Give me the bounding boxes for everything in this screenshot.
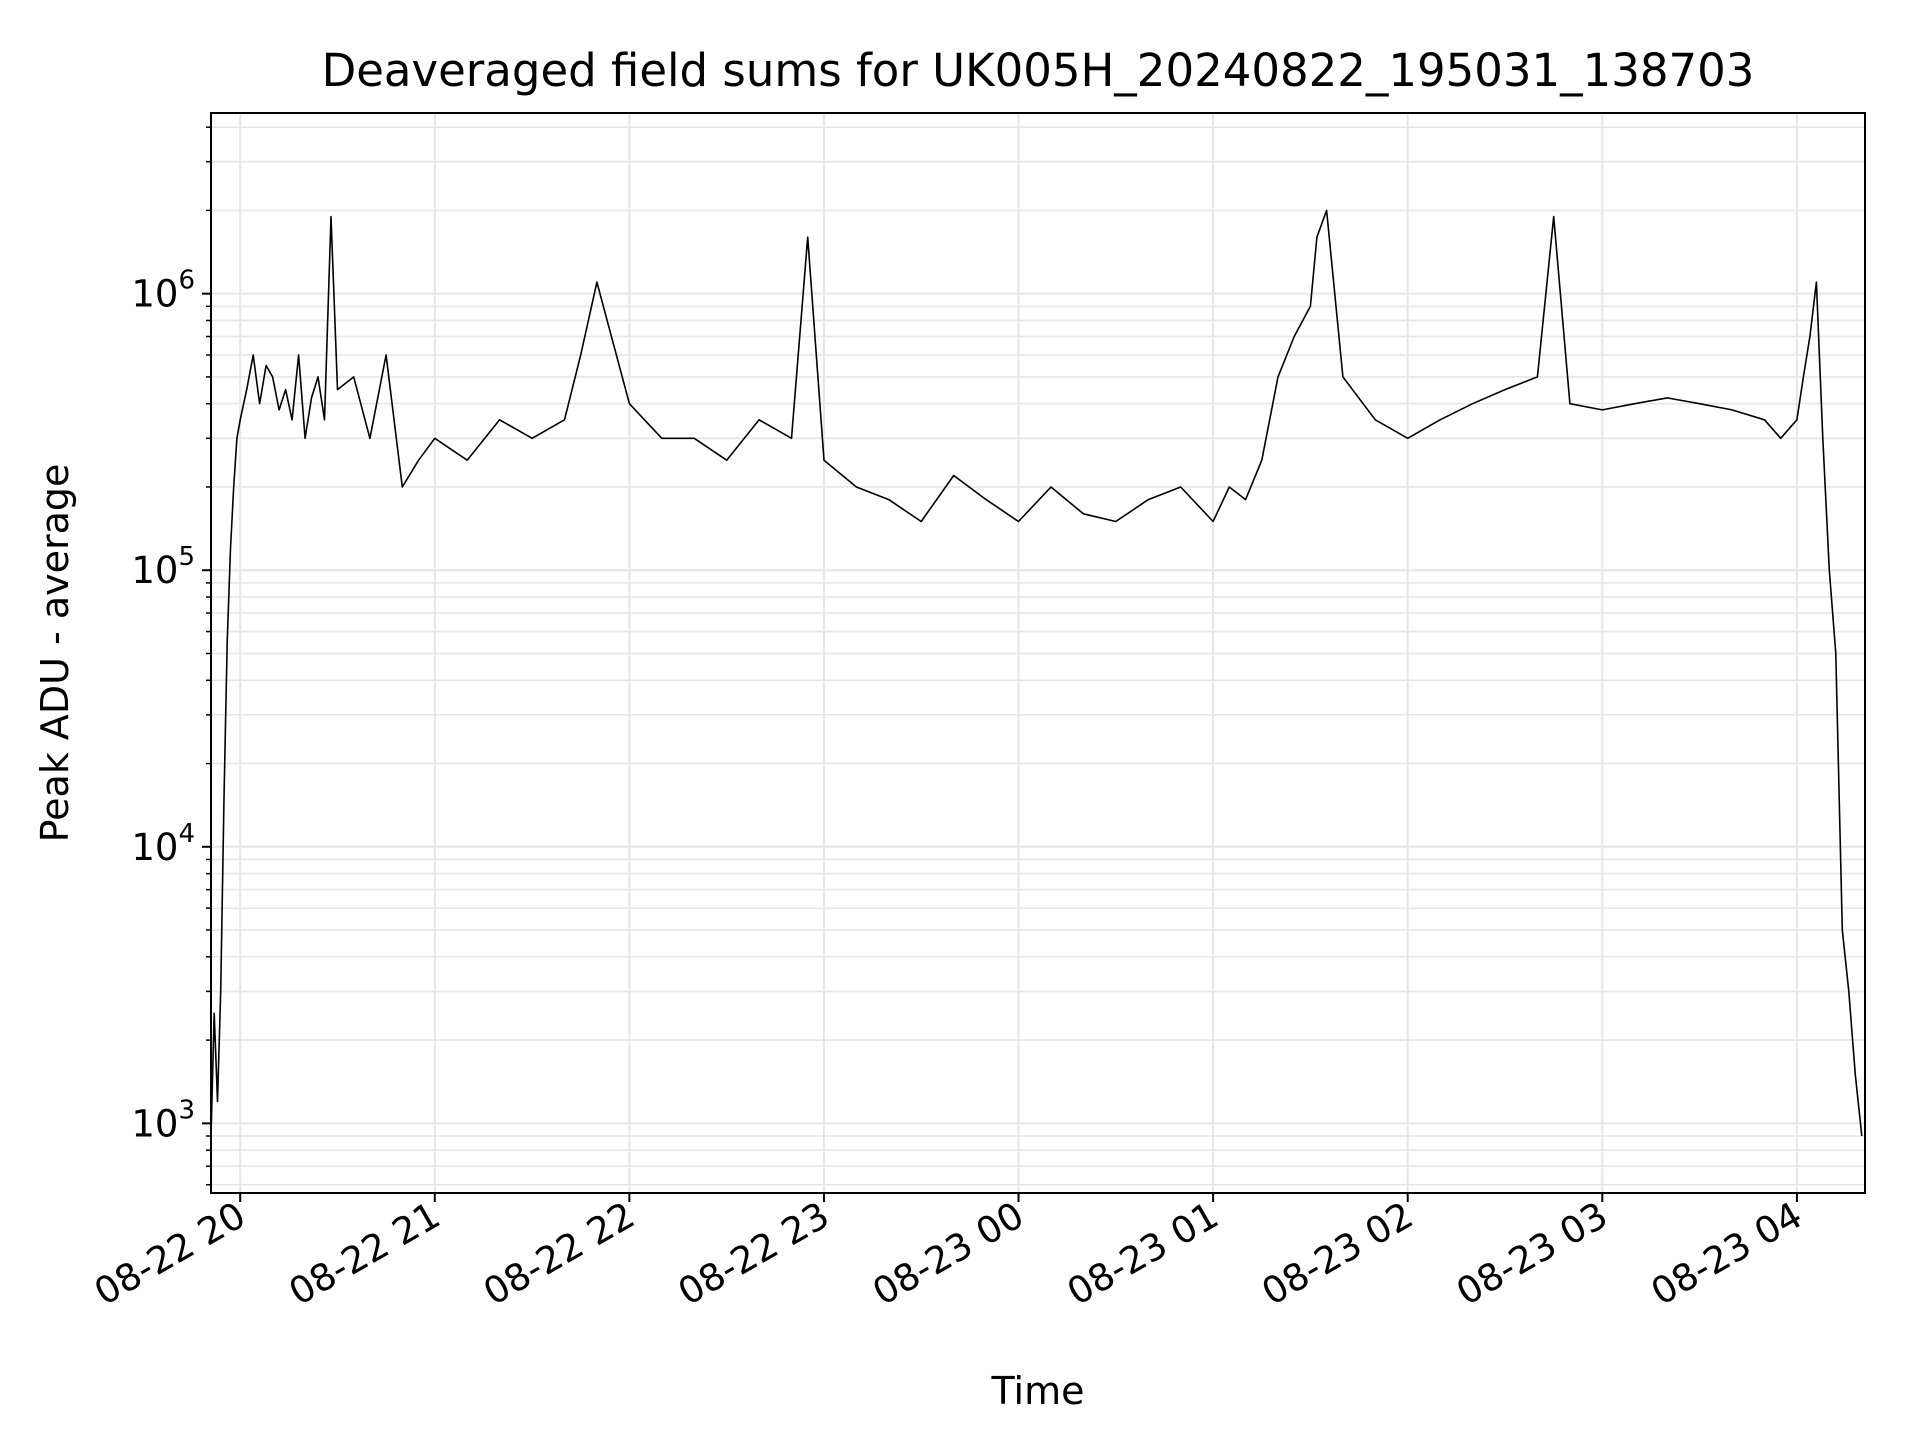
y-tick-label: 105 [131, 542, 195, 592]
y-tick-label: 104 [131, 819, 195, 869]
y-tick-exponent: 5 [178, 542, 195, 572]
series-line-layer [210, 209, 1863, 1137]
grid [211, 113, 1865, 1193]
y-tick-base: 10 [131, 1102, 178, 1145]
y-tick-label: 103 [131, 1095, 195, 1145]
y-axis-label: Peak ADU - average [33, 464, 77, 843]
y-tick-base: 10 [131, 826, 178, 869]
y-tick-base: 10 [131, 549, 178, 592]
y-tick-base: 10 [131, 273, 178, 316]
y-tick-label: 106 [131, 266, 195, 316]
y-tick-exponent: 6 [178, 266, 195, 296]
y-tick-exponent: 4 [178, 819, 195, 849]
series-line [210, 209, 1863, 1137]
y-tick-exponent: 3 [178, 1095, 195, 1125]
chart-title: Deaveraged field sums for UK005H_2024082… [322, 44, 1755, 97]
x-axis-label: Time [991, 1369, 1085, 1413]
